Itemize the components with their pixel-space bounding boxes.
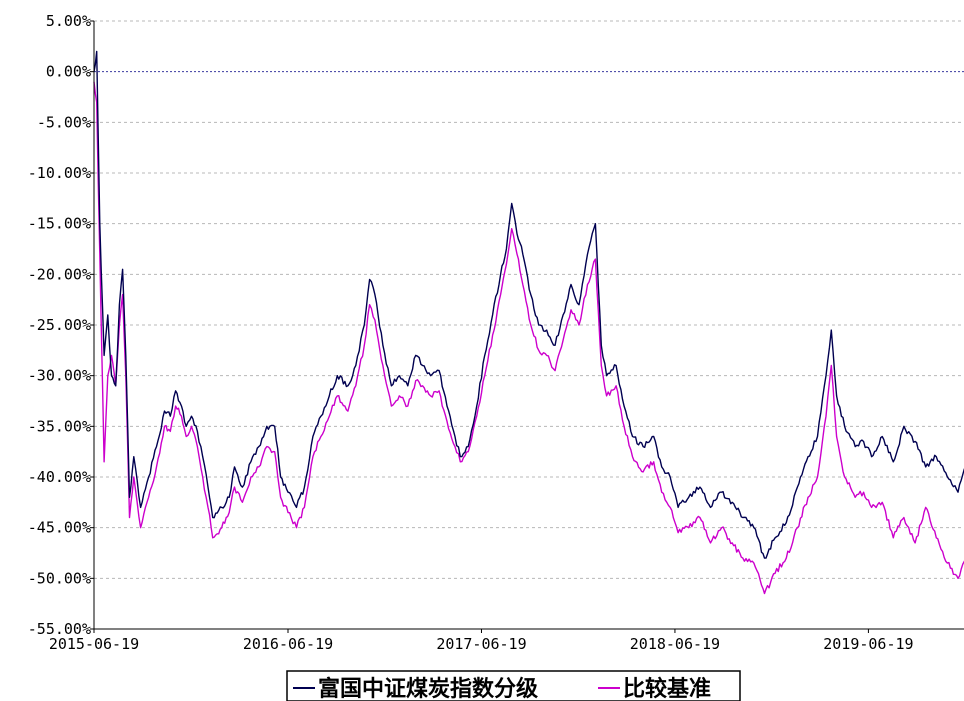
legend-box (286, 670, 741, 701)
x-tick-label: 2019-06-19 (823, 635, 913, 653)
legend-label-benchmark: 比较基准 (623, 676, 711, 701)
y-tick-label: -45.00% (28, 519, 91, 537)
y-tick-label: -15.00% (28, 215, 91, 233)
y-tick-label: -20.00% (28, 265, 91, 283)
x-tick-label: 2017-06-19 (436, 635, 526, 653)
y-tick-label: -50.00% (28, 569, 91, 587)
y-tick-label: -5.00% (37, 113, 91, 131)
y-tick-label: 5.00% (46, 12, 91, 30)
y-tick-label: -30.00% (28, 367, 91, 385)
legend-label-fund: 富国中证煤炭指数分级 (318, 676, 538, 701)
y-tick-label: 0.00% (46, 63, 91, 81)
series-lines (93, 50, 964, 595)
x-tick-label: 2016-06-19 (243, 635, 333, 653)
y-tick-label: -35.00% (28, 417, 91, 435)
x-tick-label: 2015-06-19 (49, 635, 139, 653)
grid-lines (90, 20, 964, 630)
series-line-fund (93, 50, 964, 559)
legend: 富国中证煤炭指数分级 比较基准 (286, 670, 741, 701)
y-tick-label: -55.00% (28, 620, 91, 638)
x-axis-tick-labels: 2015-06-19 2016-06-19 2017-06-19 2018-06-19… (49, 629, 914, 653)
series-line-benchmark (93, 81, 964, 595)
y-tick-label: -25.00% (28, 316, 91, 334)
y-axis-tick-labels: 5.00% 0.00% -5.00% -10.00% -15.00% -20.00% -25… (28, 12, 91, 638)
x-tick-label: 2018-06-19 (630, 635, 720, 653)
y-tick-label: -40.00% (28, 468, 91, 486)
y-tick-label: -10.00% (28, 164, 91, 182)
